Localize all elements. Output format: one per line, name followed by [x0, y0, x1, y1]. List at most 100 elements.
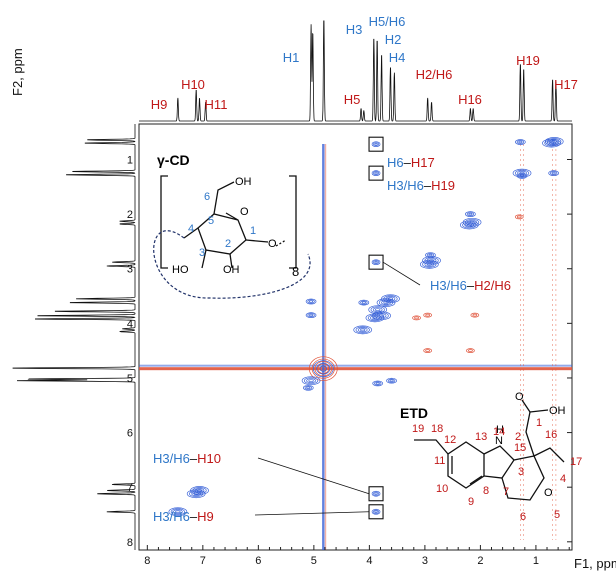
group-oh-c6: OH — [235, 176, 252, 188]
cross-peak-label: H3/H6–H19 — [387, 178, 455, 193]
diagonal-peak — [368, 305, 388, 315]
water-center-peak-neg — [316, 362, 331, 375]
misc-cross-peak — [307, 299, 315, 304]
y-tick-label: 5 — [127, 373, 133, 385]
diagonal-peak — [428, 259, 435, 262]
water-ridge-vertical — [322, 144, 325, 550]
host-name: γ-CD — [157, 152, 190, 168]
c-number-4: 4 — [188, 223, 194, 235]
left-projection-spectrum — [12, 124, 136, 550]
c-number-5: 5 — [208, 215, 214, 227]
y-tick-label: 8 — [127, 537, 133, 549]
cross-peak-host: H6 — [387, 155, 404, 170]
cross-peak-contour — [373, 260, 380, 265]
etd-atom-number: 2 — [515, 431, 521, 443]
diagonal-peak — [514, 169, 530, 177]
x-tick-label: 1 — [533, 555, 539, 567]
misc-cross-peak — [426, 253, 435, 258]
etd-atom-number: 18 — [431, 423, 443, 435]
diagonal-peak — [353, 325, 373, 335]
projection-label-h1: H1 — [283, 50, 300, 65]
diagonal-peak — [189, 490, 204, 498]
diagonal-peak — [370, 306, 385, 314]
diagonal-peak — [372, 307, 383, 313]
cross-peak-host: H3/H6 — [387, 178, 424, 193]
cross-peak-label: H3/H6–H10 — [153, 451, 221, 466]
y-tick-label: 3 — [127, 264, 133, 276]
pyran-ring — [501, 455, 545, 501]
y-tick-label: 1 — [127, 155, 133, 167]
positive-cross-peak — [470, 312, 480, 318]
misc-cross-peak — [305, 312, 317, 319]
misc-cross-peak — [372, 380, 384, 387]
glycosidic-bond-right — [275, 239, 287, 247]
etd-atom-number: 17 — [570, 456, 582, 468]
projection-label-h11: H11 — [205, 97, 228, 112]
projection-label-h3: H3 — [346, 22, 363, 37]
misc-cross-peak — [386, 377, 397, 384]
cross-peak-guest: H2/H6 — [474, 278, 511, 293]
misc-cross-peak — [360, 300, 368, 305]
etd-atom-number: 9 — [468, 496, 474, 508]
diagonal-peak — [385, 296, 396, 302]
diagonal-peak — [459, 220, 479, 230]
etd-atom-number: 11 — [434, 455, 445, 467]
etd-atom-number: 13 — [475, 431, 487, 443]
x-tick-label: 4 — [366, 555, 372, 567]
x-tick-label: 2 — [477, 555, 483, 567]
cross-peak-box — [368, 165, 384, 181]
cross-peak-contour — [373, 491, 380, 496]
x-tick-label: 8 — [144, 555, 150, 567]
misc-cross-peak — [358, 299, 370, 306]
water-ridge-vertical-pos — [324, 144, 327, 550]
etd-atom-number: 12 — [444, 434, 456, 446]
cross-peak-contour — [371, 259, 381, 266]
misc-cross-peak — [374, 381, 382, 386]
carboxyl-oh: OH — [549, 405, 566, 417]
diagonal-peak — [173, 509, 183, 515]
misc-cross-peak — [518, 173, 526, 178]
projection-label-h19: H19 — [516, 53, 540, 68]
cross-peak-host: H3/H6 — [153, 451, 190, 466]
y-tick-label: 6 — [127, 428, 133, 440]
diagonal-peak — [387, 297, 394, 301]
misc-cross-peak — [515, 139, 526, 145]
carbonyl-o: O — [515, 391, 524, 403]
cross-peak-host: H3/H6 — [153, 509, 190, 524]
misc-cross-peak — [551, 171, 556, 175]
diagonal-peak — [546, 140, 557, 146]
etd-atom-number: 5 — [554, 509, 560, 521]
cross-peak-dash: – — [404, 155, 412, 170]
top-projection-trace — [139, 20, 572, 122]
diagonal-peak — [512, 168, 532, 178]
side-chains — [414, 411, 565, 463]
cross-peak-guest: H17 — [411, 155, 435, 170]
positive-cross-peak — [423, 348, 433, 354]
diagonal-peak — [381, 294, 400, 304]
water-center-peak — [311, 358, 335, 379]
etd-atom-number: 3 — [518, 466, 524, 478]
diagonal-peak — [357, 327, 368, 333]
cross-peak-guest: H19 — [431, 178, 455, 193]
positive-cross-peak — [514, 214, 524, 220]
diagonal-peak — [542, 138, 561, 148]
misc-cross-peak — [428, 253, 433, 257]
water-center-peak-neg — [312, 360, 334, 378]
cross-peak-dash: – — [190, 509, 198, 524]
cross-peak-contour — [374, 492, 378, 495]
etd-atom-number: 14 — [493, 426, 505, 438]
etd-atom-number: 16 — [545, 429, 557, 441]
glycosidic-oxygen: O — [268, 238, 277, 250]
water-ridge-horizontal-neg — [139, 364, 572, 367]
positive-cross-peak — [516, 215, 522, 219]
positive-cross-peak — [472, 313, 478, 317]
positive-cross-peak — [466, 348, 475, 354]
c-number-2: 2 — [225, 238, 231, 250]
misc-cross-peak — [466, 212, 475, 217]
projection-label-h5: H5 — [344, 92, 361, 107]
misc-cross-peak — [520, 174, 525, 178]
misc-cross-peak — [309, 313, 314, 317]
top-projection-spectrum — [139, 20, 572, 122]
